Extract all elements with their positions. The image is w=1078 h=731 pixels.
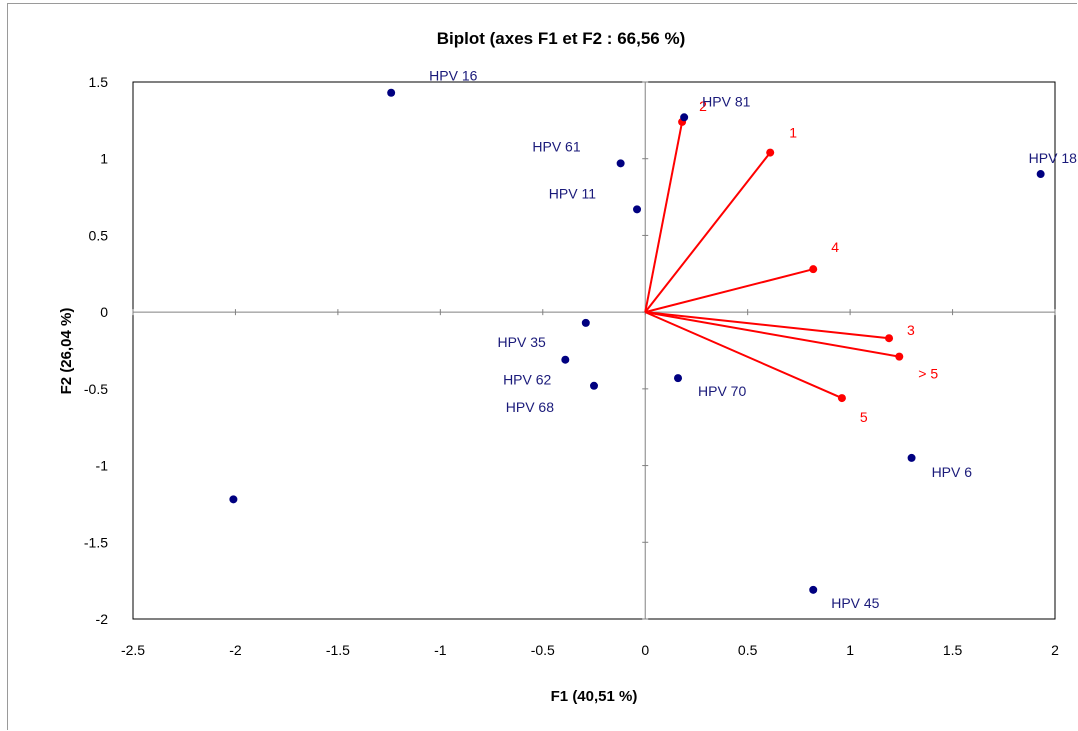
variable-label: 2 (699, 98, 707, 114)
observation-label: HPV 6 (932, 464, 973, 480)
observation-label: HPV 70 (698, 383, 746, 399)
variable-vector-point (885, 334, 894, 343)
y-tick-label: 1 (100, 151, 108, 167)
variable-label: > 5 (918, 366, 938, 382)
y-tick-label: -2 (96, 611, 109, 627)
variable-vector-line (644, 268, 814, 314)
y-tick-label: 1.5 (89, 74, 109, 90)
x-axis-ticks: -2.5 -2 -1.5 -1 -0.5 0 0.5 1 1.5 2 (121, 309, 1059, 658)
x-tick-label: 1.5 (943, 642, 963, 658)
variable-vector-point (766, 148, 775, 157)
chart-title: Biplot (axes F1 et F2 : 66,56 %) (437, 29, 685, 48)
x-tick-label: 0 (641, 642, 649, 658)
observation-point (1036, 170, 1045, 179)
observation-label: HPV 18 (1029, 150, 1077, 166)
plot-area (132, 81, 1056, 620)
observation-point (229, 495, 238, 504)
variable-vector-point (837, 394, 846, 403)
observation-point (674, 374, 683, 383)
observation-point (581, 318, 590, 327)
variable-vector-line (644, 121, 684, 313)
variable-vectors: 2 1 4 3 > 5 5 (644, 98, 938, 425)
variable-label: 4 (831, 239, 839, 255)
observation-label: HPV 68 (506, 399, 554, 415)
observation-label: HPV 16 (429, 68, 477, 84)
observation-label: HPV 45 (831, 595, 879, 611)
observation-label: HPV 62 (503, 372, 551, 388)
variable-label: 5 (860, 409, 868, 425)
variable-vector-point (895, 352, 904, 361)
observation-point (590, 381, 598, 390)
observation-point (616, 159, 625, 168)
x-tick-label: 2 (1051, 642, 1059, 658)
variable-vector-line (644, 151, 771, 313)
x-axis-title: F1 (40,51 %) (551, 688, 638, 705)
x-tick-label: 0.5 (738, 642, 758, 658)
x-tick-label: -1.5 (326, 642, 350, 658)
y-axis-ticks: 1.5 1 0.5 0 -0.5 -1 -1.5 -2 (84, 74, 649, 627)
x-tick-label: -2.5 (121, 642, 145, 658)
observation-point (561, 355, 570, 364)
y-tick-label: -0.5 (84, 381, 108, 397)
variable-vector-line (645, 311, 890, 340)
observation-label: HPV 35 (498, 334, 546, 350)
variable-label: 1 (789, 125, 797, 141)
chart-frame (7, 3, 1077, 730)
x-tick-label: -2 (229, 642, 242, 658)
observation-point (907, 453, 916, 462)
variable-vector-line (644, 311, 843, 399)
y-tick-label: 0.5 (89, 227, 109, 243)
x-tick-label: -1 (434, 642, 447, 658)
observation-point (809, 585, 818, 594)
observation-point (633, 205, 642, 214)
x-tick-label: 1 (846, 642, 854, 658)
y-tick-label: -1.5 (84, 534, 108, 550)
observation-point (680, 113, 689, 122)
variable-vector-point (809, 265, 818, 274)
observation-label: HPV 61 (532, 138, 580, 154)
observation-label: HPV 11 (549, 185, 596, 201)
observation-label: HPV 81 (702, 93, 750, 109)
zero-axes (133, 82, 1055, 619)
variable-label: 3 (907, 322, 915, 338)
observation-point (387, 88, 396, 97)
variable-vector-line (645, 311, 900, 358)
x-tick-label: -0.5 (531, 642, 555, 658)
y-tick-label: 0 (100, 304, 108, 320)
y-tick-label: -1 (96, 458, 109, 474)
y-axis-title: F2 (26,04 %) (58, 308, 75, 395)
